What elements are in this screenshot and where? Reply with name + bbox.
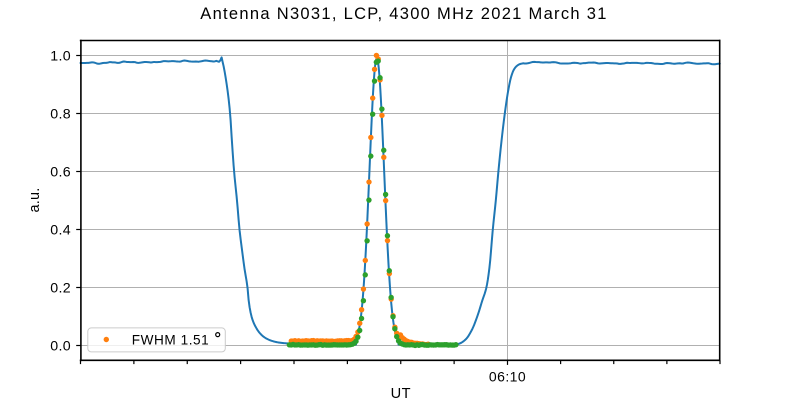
svg-text:06:10: 06:10	[489, 369, 526, 385]
svg-text:1.0: 1.0	[50, 49, 71, 65]
svg-text:0.2: 0.2	[50, 281, 71, 297]
svg-text:Antenna N3031, LCP, 4300 MHz 2: Antenna N3031, LCP, 4300 MHz 2021 March …	[200, 5, 607, 23]
svg-text:UT: UT	[391, 386, 411, 400]
svg-text:FWHM 1.51: FWHM 1.51	[132, 332, 209, 347]
svg-text:0.6: 0.6	[50, 165, 71, 181]
svg-text:0.0: 0.0	[50, 339, 71, 355]
svg-text:a.u.: a.u.	[27, 188, 43, 213]
svg-text:0.4: 0.4	[50, 223, 71, 239]
svg-text:0.8: 0.8	[50, 107, 71, 123]
